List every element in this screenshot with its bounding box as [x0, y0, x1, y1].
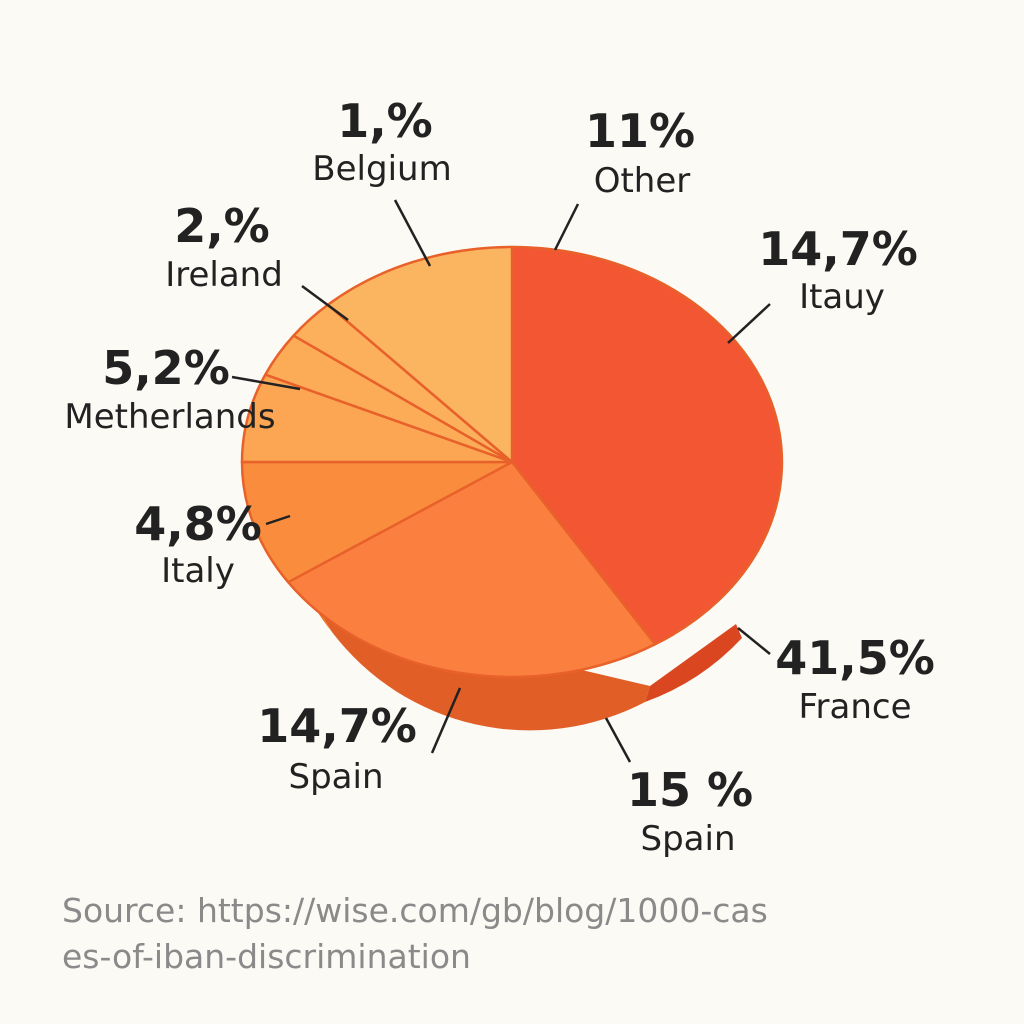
label-spain-15-name: Spain: [641, 819, 736, 859]
label-spain-15-value: 15 %: [627, 763, 753, 817]
label-spain-147-value: 14,7%: [257, 699, 417, 753]
slice-labels: 1,% Belgium 11% Other 2,% Ireland 5,2% M…: [64, 94, 934, 859]
source-caption: Source: https://wise.com/gb/blog/1000-ca…: [62, 891, 768, 976]
label-netherlands-value: 5,2%: [102, 341, 230, 395]
leader-belgium: [393, 199, 432, 267]
label-belgium-name: Belgium: [312, 149, 451, 189]
leader-france: [737, 627, 771, 655]
label-netherlands-name: Metherlands: [64, 397, 275, 437]
label-italy-name: Italy: [161, 551, 235, 591]
pie-slices: [240, 245, 784, 679]
leader-lines: [231, 199, 771, 763]
leader-italy: [265, 514, 291, 526]
pie-slice-spain-147: [286, 460, 657, 679]
label-other-name: Other: [594, 161, 691, 201]
label-france-name: France: [798, 687, 911, 727]
pie-slice-netherlands: [240, 373, 514, 464]
label-ireland-name: Ireland: [165, 255, 283, 295]
label-ireland-value: 2,%: [174, 199, 270, 253]
pie-depth-side-france: [645, 624, 742, 702]
label-italy-value: 4,8%: [134, 497, 262, 551]
leader-italy-147: [727, 303, 771, 344]
label-belgium-value: 1,%: [337, 94, 433, 148]
label-other-value: 11%: [585, 104, 695, 158]
pie-slice-italy: [240, 460, 514, 584]
label-france-value: 41,5%: [775, 631, 935, 685]
leader-ireland: [301, 284, 349, 322]
leader-netherlands: [231, 375, 301, 391]
label-italy-147-name: Itauy: [799, 277, 885, 317]
leader-spain-15: [604, 717, 632, 763]
leader-spain-147: [430, 687, 462, 754]
label-spain-147-name: Spain: [289, 757, 384, 797]
leader-other: [553, 203, 580, 251]
label-italy-147-value: 14,7%: [758, 222, 918, 276]
pie-slice-other: [326, 245, 514, 464]
pie-slice-france: [510, 245, 784, 646]
